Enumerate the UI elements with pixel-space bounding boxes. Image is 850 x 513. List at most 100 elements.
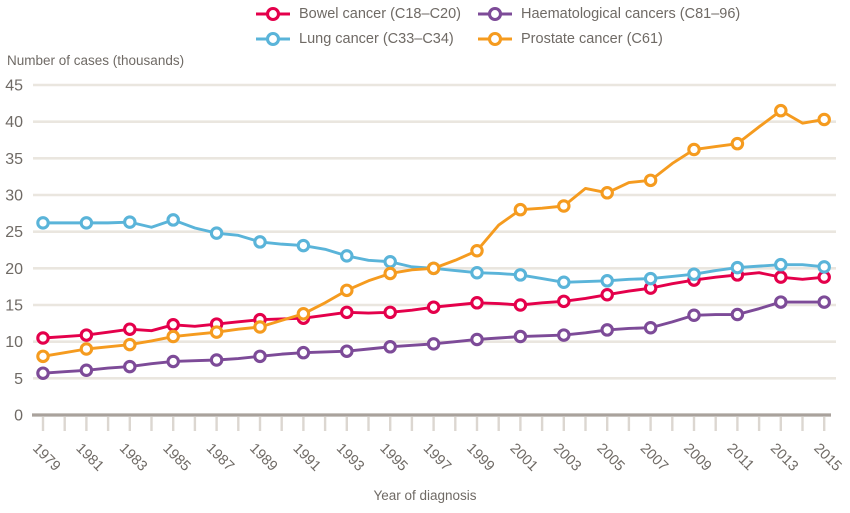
- y-axis-title: Number of cases (thousands): [7, 53, 185, 68]
- data-point-haematological: [79, 363, 94, 378]
- data-point-haematological: [296, 345, 311, 360]
- x-axis-tick-label: 1987: [203, 441, 237, 475]
- data-point-lung: [36, 216, 50, 230]
- x-axis-tick-label: 1989: [246, 441, 280, 475]
- data-point-prostate: [426, 261, 441, 276]
- x-axis-tick-label: 2011: [724, 441, 757, 474]
- data-point-lung: [557, 275, 571, 290]
- x-axis-tick-label: 2001: [507, 441, 541, 475]
- data-point-lung: [600, 274, 614, 288]
- legend-marker-haematological-icon: [478, 6, 512, 22]
- data-point-haematological: [817, 295, 831, 309]
- data-point-bowel: [600, 287, 614, 302]
- data-point-haematological: [123, 359, 137, 374]
- legend-label: Bowel cancer (C18–C20): [299, 6, 461, 22]
- x-axis-tick-label: 1999: [463, 441, 497, 475]
- data-point-bowel: [513, 298, 528, 312]
- x-axis-tick-label: 2009: [680, 441, 714, 475]
- data-point-haematological: [643, 320, 658, 335]
- x-axis-tick-label: 2015: [810, 441, 844, 475]
- y-axis-tick-label: 20: [5, 261, 23, 278]
- data-point-prostate: [209, 325, 224, 339]
- data-point-haematological: [340, 344, 354, 358]
- y-axis-tick-label: 40: [5, 114, 23, 131]
- legend-marker-prostate-icon: [478, 31, 512, 47]
- data-point-lung: [774, 257, 788, 272]
- data-point-bowel: [774, 270, 788, 284]
- data-point-prostate: [600, 186, 614, 200]
- data-point-prostate: [687, 142, 701, 157]
- x-axis-tick-label: 1979: [29, 441, 63, 475]
- data-point-prostate: [79, 342, 94, 356]
- x-axis-tick-label: 2013: [767, 441, 801, 475]
- x-axis-tick-label: 1991: [290, 441, 324, 475]
- data-point-prostate: [123, 337, 137, 352]
- data-point-lung: [253, 235, 267, 249]
- x-axis-tick-label: 1995: [376, 441, 410, 475]
- data-point-prostate: [383, 266, 397, 281]
- data-point-bowel: [557, 294, 571, 309]
- data-point-lung: [513, 268, 528, 282]
- legend-item-lung: Lung cancer (C33–C34): [255, 30, 477, 48]
- data-point-prostate: [817, 112, 831, 127]
- data-point-haematological: [557, 328, 571, 342]
- data-point-haematological: [730, 307, 745, 322]
- data-point-haematological: [36, 366, 50, 380]
- x-axis-tick-label: 1993: [333, 441, 367, 475]
- data-point-haematological: [209, 353, 224, 367]
- y-axis-tick-label: 30: [5, 188, 23, 205]
- data-point-prostate: [253, 320, 267, 334]
- data-point-lung: [123, 215, 137, 229]
- legend-item-prostate: Prostate cancer (C61): [477, 30, 740, 48]
- data-point-lung: [643, 271, 658, 286]
- data-point-haematological: [470, 332, 484, 347]
- data-point-haematological: [774, 295, 788, 309]
- data-point-prostate: [166, 329, 180, 344]
- data-point-haematological: [687, 308, 701, 323]
- legend-marker-lung-icon: [256, 31, 290, 47]
- x-axis-title: Year of diagnosis: [373, 488, 477, 503]
- data-point-lung: [817, 260, 831, 274]
- data-point-bowel: [426, 300, 441, 314]
- data-point-bowel: [340, 305, 354, 320]
- data-point-lung: [166, 213, 180, 227]
- data-point-lung: [340, 249, 354, 263]
- data-point-haematological: [253, 349, 267, 364]
- data-point-bowel: [123, 322, 137, 336]
- data-point-bowel: [383, 305, 397, 320]
- legend-item-haematological: Haematological cancers (C81–96): [477, 5, 740, 23]
- data-point-prostate: [296, 307, 311, 321]
- x-axis-tick-label: 2005: [593, 441, 627, 475]
- x-axis-tick-label: 1981: [73, 441, 107, 475]
- data-point-bowel: [79, 328, 94, 342]
- data-point-haematological: [166, 354, 180, 369]
- legend-label: Prostate cancer (C61): [521, 31, 663, 47]
- data-point-haematological: [383, 340, 397, 354]
- data-point-bowel: [36, 331, 50, 345]
- data-point-lung: [687, 267, 701, 281]
- data-point-haematological: [426, 337, 441, 351]
- data-point-lung: [296, 238, 311, 253]
- data-point-prostate: [513, 202, 528, 217]
- data-point-prostate: [730, 136, 745, 151]
- x-axis-tick-label: 2007: [637, 441, 671, 475]
- legend: Bowel cancer (C18–C20) Haematological can…: [255, 5, 740, 48]
- series-line-prostate: [41, 109, 826, 358]
- data-point-lung: [383, 254, 397, 269]
- data-point-bowel: [166, 318, 180, 332]
- x-axis-tick-label: 1983: [116, 441, 150, 475]
- y-axis-tick-label: 35: [5, 151, 23, 168]
- data-point-haematological: [600, 323, 614, 337]
- data-point-prostate: [557, 199, 571, 213]
- data-point-lung: [209, 226, 224, 240]
- data-point-prostate: [340, 283, 354, 298]
- legend-item-bowel: Bowel cancer (C18–C20): [255, 5, 477, 23]
- x-axis-tick-label: 1985: [159, 441, 193, 475]
- y-axis-tick-label: 0: [14, 408, 23, 425]
- data-point-lung: [730, 260, 745, 275]
- y-axis-tick-label: 5: [14, 371, 23, 388]
- x-axis-tick-label: 1997: [420, 441, 454, 475]
- data-point-prostate: [470, 243, 484, 258]
